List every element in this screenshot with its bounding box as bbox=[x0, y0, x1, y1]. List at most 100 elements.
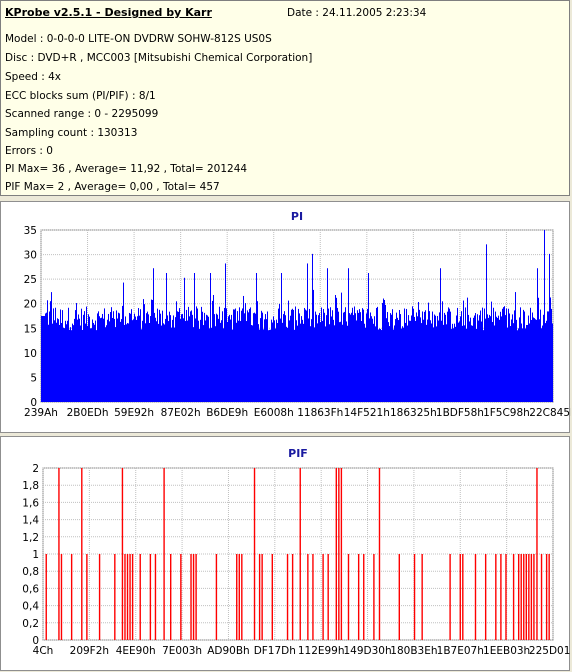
pi-bar bbox=[418, 302, 419, 402]
pi-bar bbox=[61, 322, 62, 402]
x-tick-label: 4EE90h bbox=[116, 645, 156, 657]
pi-bar bbox=[161, 325, 162, 402]
y-tick-label: 1,6 bbox=[22, 497, 39, 509]
pi-bar bbox=[298, 308, 299, 402]
pi-bar bbox=[324, 312, 325, 402]
pi-bar bbox=[346, 321, 347, 402]
pi-bar bbox=[232, 329, 233, 402]
pif-bar bbox=[60, 554, 63, 640]
pi-bar bbox=[87, 325, 88, 402]
pi-bar bbox=[204, 312, 205, 402]
pi-bar bbox=[261, 310, 262, 402]
pi-bar bbox=[199, 329, 200, 402]
pi-bar bbox=[491, 301, 492, 402]
pi-bar bbox=[456, 315, 457, 402]
pi-bar bbox=[188, 306, 189, 402]
pi-bar bbox=[387, 312, 388, 402]
pif-bar bbox=[114, 554, 116, 640]
pif-bar bbox=[253, 468, 256, 640]
pi-bar bbox=[293, 309, 294, 402]
pi-bar bbox=[380, 328, 381, 402]
pi-bar bbox=[399, 309, 400, 402]
pi-bar bbox=[490, 316, 491, 402]
pi-bar bbox=[363, 309, 364, 402]
pi-bar bbox=[403, 327, 404, 402]
pi-bar bbox=[194, 273, 195, 402]
pi-bar bbox=[81, 308, 82, 402]
pi-bar bbox=[364, 323, 365, 402]
pi-bar bbox=[181, 314, 182, 402]
pif-bar bbox=[512, 554, 515, 640]
pi-bar bbox=[548, 311, 549, 402]
pi-bar bbox=[297, 325, 298, 402]
pi-bar bbox=[514, 310, 515, 402]
pi-bar bbox=[60, 309, 61, 402]
pi-bar bbox=[373, 323, 374, 402]
pi-bar bbox=[44, 316, 45, 402]
pi-bar bbox=[166, 273, 167, 402]
pi-bar bbox=[123, 282, 124, 402]
pi-bar bbox=[239, 307, 240, 402]
pi-bar bbox=[471, 325, 472, 402]
pi-bar bbox=[493, 307, 494, 402]
y-tick-label: 0,4 bbox=[22, 601, 39, 613]
pi-bar bbox=[255, 313, 256, 402]
pi-bar bbox=[320, 322, 321, 402]
pi-bar bbox=[356, 320, 357, 402]
pi-bar bbox=[532, 312, 533, 402]
pi-bar bbox=[272, 322, 273, 402]
pi-bar bbox=[238, 320, 239, 402]
pi-bar bbox=[292, 308, 293, 402]
info-pi-stats: PI Max= 36 , Average= 11,92 , Total= 201… bbox=[5, 163, 248, 175]
pi-bar bbox=[180, 319, 181, 402]
pi-bar bbox=[249, 308, 250, 402]
pif-bar bbox=[449, 554, 451, 640]
pi-bar bbox=[310, 326, 311, 402]
pi-bar bbox=[184, 277, 185, 402]
pi-bar bbox=[366, 313, 367, 402]
pi-bar bbox=[54, 320, 55, 402]
x-tick-label: 209F2h bbox=[70, 645, 109, 657]
pi-bar bbox=[92, 319, 93, 402]
pif-bar bbox=[45, 554, 47, 640]
pi-bar bbox=[266, 319, 267, 402]
pi-bar bbox=[279, 303, 280, 402]
pi-bar bbox=[425, 310, 426, 402]
pi-bar bbox=[210, 273, 211, 402]
pi-bar bbox=[46, 312, 47, 402]
pi-bar bbox=[450, 311, 451, 402]
x-tick-label: 59E92h bbox=[114, 407, 154, 419]
pi-bar bbox=[472, 325, 473, 402]
pi-bar bbox=[337, 307, 338, 402]
x-tick-label: E6008h bbox=[254, 407, 294, 419]
pi-bar bbox=[391, 314, 392, 402]
pi-bar bbox=[478, 320, 479, 402]
pi-bar bbox=[466, 328, 467, 402]
y-tick-label: 5 bbox=[30, 372, 37, 384]
pi-bar bbox=[315, 311, 316, 402]
pi-bar bbox=[176, 301, 177, 402]
pi-bar bbox=[115, 327, 116, 402]
pi-bar bbox=[275, 328, 276, 402]
pi-bar bbox=[225, 263, 226, 402]
pif-bar bbox=[340, 468, 343, 640]
pi-bar bbox=[371, 316, 372, 402]
pif-bar bbox=[236, 554, 238, 640]
pi-bar bbox=[157, 308, 158, 402]
pi-bar bbox=[312, 253, 313, 402]
pi-bar bbox=[434, 314, 435, 402]
pi-bar bbox=[453, 328, 454, 402]
pif-bar bbox=[170, 554, 172, 640]
pi-bar bbox=[322, 320, 323, 402]
pi-bar bbox=[149, 322, 150, 402]
pi-bar bbox=[414, 316, 415, 402]
info-scanned-range: Scanned range : 0 - 2295099 bbox=[5, 108, 159, 120]
pi-bar bbox=[129, 312, 130, 402]
pi-bar bbox=[341, 292, 342, 402]
pi-bar bbox=[359, 309, 360, 402]
pi-bar bbox=[407, 325, 408, 402]
pi-bar bbox=[94, 324, 95, 402]
pif-bar bbox=[545, 554, 548, 640]
pi-bar bbox=[79, 318, 80, 402]
pi-bar bbox=[141, 329, 142, 402]
